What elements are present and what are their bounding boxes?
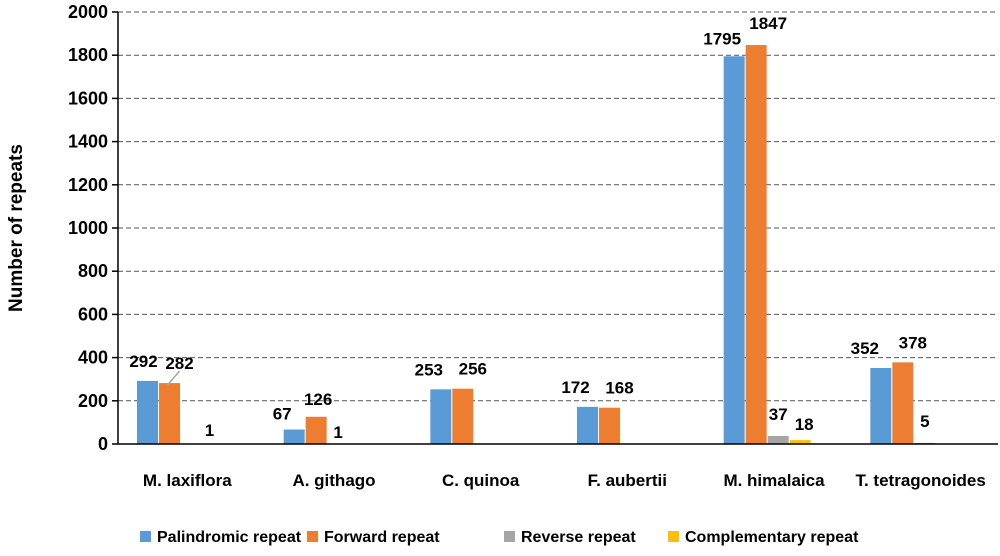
category-label: C. quinoa — [442, 471, 520, 490]
legend-label: Forward repeat — [324, 529, 440, 546]
bar — [892, 362, 914, 444]
bar — [723, 56, 745, 444]
data-label: 1 — [205, 421, 214, 440]
bars — [137, 45, 936, 444]
y-tick-label: 1800 — [68, 45, 108, 65]
data-label: 378 — [899, 333, 927, 352]
y-tick-label: 0 — [98, 434, 108, 454]
legend-swatch — [668, 531, 679, 542]
bar — [159, 383, 180, 444]
bar — [305, 416, 327, 444]
label-leader-line — [166, 370, 181, 386]
bar — [870, 367, 892, 444]
legend-swatch — [307, 531, 318, 542]
y-tick-label: 2000 — [68, 2, 108, 22]
data-label: 126 — [304, 390, 332, 409]
category-label: M. himalaica — [723, 471, 825, 490]
bar — [789, 440, 811, 444]
data-label: 1 — [333, 423, 342, 442]
y-axis-title: Number of repeats — [6, 144, 27, 312]
y-axis-ticks: 0 200 400 600 800 1000 1200 1400 1600 1800 2000 — [68, 2, 118, 454]
data-label: 282 — [165, 354, 193, 373]
y-tick-label: 400 — [78, 348, 108, 368]
legend-label: Complementary repeat — [685, 529, 859, 546]
y-tick-label: 1400 — [68, 132, 108, 152]
category-label: F. aubertii — [588, 471, 667, 490]
bar — [137, 380, 158, 444]
data-label: 67 — [273, 405, 292, 424]
bar — [283, 429, 305, 444]
legend-swatch — [140, 531, 151, 542]
data-label: 253 — [415, 360, 443, 379]
data-label: 5 — [920, 412, 929, 431]
bar — [430, 389, 452, 444]
data-label: 172 — [561, 378, 589, 397]
legend-label: Palindromic repeat — [157, 529, 302, 546]
axes — [117, 12, 998, 445]
category-labels: M. laxiflora A. githago C. quinoa F. aubert… — [143, 471, 986, 490]
category-label: A. githago — [292, 471, 375, 490]
data-label: 37 — [769, 405, 788, 424]
bar — [599, 407, 620, 444]
y-tick-label: 1600 — [68, 88, 108, 108]
legend-label: Reverse repeat — [521, 529, 636, 546]
data-label: 168 — [605, 379, 633, 398]
bar — [577, 406, 598, 444]
data-label: 18 — [795, 415, 814, 434]
y-tick-label: 200 — [78, 391, 108, 411]
data-label: 256 — [459, 360, 487, 379]
gridlines — [118, 11, 998, 402]
y-tick-label: 1000 — [68, 218, 108, 238]
category-label: M. laxiflora — [143, 471, 232, 490]
legend-swatch — [504, 531, 515, 542]
bar — [767, 436, 789, 444]
bar — [745, 45, 767, 444]
bar — [452, 388, 474, 444]
data-label: 352 — [851, 339, 879, 358]
y-tick-label: 600 — [78, 304, 108, 324]
data-label: 1795 — [703, 29, 741, 48]
y-tick-label: 1200 — [68, 175, 108, 195]
data-label: 292 — [129, 352, 157, 371]
category-label: T. tetragonoides — [855, 471, 985, 490]
y-tick-label: 800 — [78, 261, 108, 281]
legend: Palindromic repeat Forward repeat Reverse … — [140, 529, 859, 546]
data-label: 1847 — [749, 14, 787, 33]
